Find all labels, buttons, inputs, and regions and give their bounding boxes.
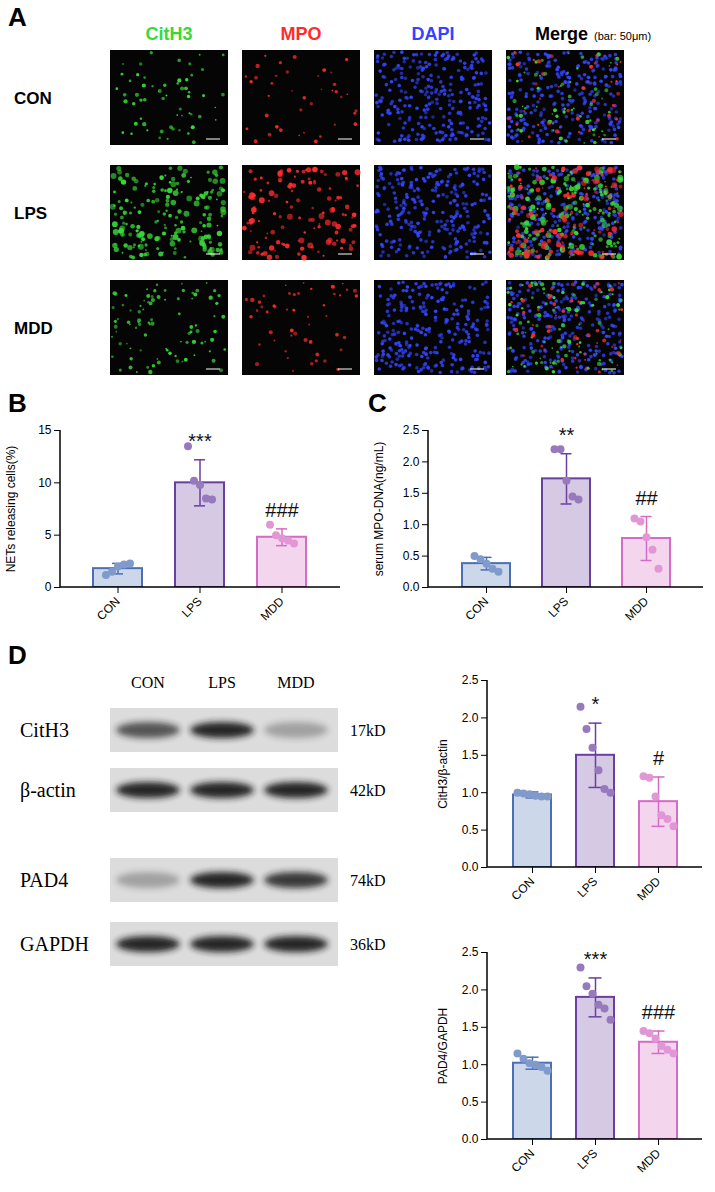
svg-text:CON: CON [509,874,538,903]
svg-text:2.0: 2.0 [462,983,479,997]
svg-text:serum MPO-DNA(ng/mL): serum MPO-DNA(ng/mL) [372,442,386,577]
html-text:D: D [8,640,27,670]
svg-text:PAD4/GAPDH: PAD4/GAPDH [436,1008,450,1084]
svg-text:CON: CON [131,674,165,691]
svg-text:**: ** [559,424,575,446]
svg-text:*: * [592,693,600,715]
svg-text:10: 10 [38,476,52,490]
svg-text:1.0: 1.0 [462,786,479,800]
svg-text:MDD: MDD [622,594,651,623]
svg-text:CitH3: CitH3 [20,719,69,741]
svg-text:1.5: 1.5 [403,486,420,500]
svg-text:5: 5 [45,528,52,542]
svg-text:0.5: 0.5 [403,549,420,563]
svg-text:0.5: 0.5 [462,1095,479,1109]
svg-text:CitH3: CitH3 [145,24,192,44]
svg-text:***: *** [584,948,608,970]
svg-text:***: *** [188,430,212,452]
svg-text:(bar: 50μm): (bar: 50μm) [594,30,651,42]
svg-text:CON: CON [463,594,492,623]
svg-text:CON: CON [94,594,123,623]
svg-text:DAPI: DAPI [411,24,454,44]
html-text:C: C [368,388,387,418]
svg-text:LPS: LPS [14,204,47,223]
svg-text:2.5: 2.5 [462,673,479,687]
svg-text:0.0: 0.0 [462,1132,479,1146]
svg-text:2.5: 2.5 [403,423,420,437]
svg-text:1.5: 1.5 [462,1020,479,1034]
svg-text:MPO: MPO [280,24,321,44]
svg-text:2.0: 2.0 [462,711,479,725]
svg-text:#: # [653,747,665,769]
svg-text:0.0: 0.0 [403,580,420,594]
svg-text:36kD: 36kD [350,936,386,953]
svg-text:2.0: 2.0 [403,455,420,469]
svg-text:CitH3/β-actin: CitH3/β-actin [436,739,450,809]
svg-text:MDD: MDD [14,319,53,338]
svg-text:LPS: LPS [545,594,571,620]
svg-text:1.0: 1.0 [462,1058,479,1072]
svg-text:LPS: LPS [574,1146,600,1172]
svg-text:MDD: MDD [634,1146,663,1175]
svg-text:MDD: MDD [258,594,287,623]
svg-text:17kD: 17kD [350,722,386,739]
svg-text:LPS: LPS [179,594,205,620]
svg-text:0.0: 0.0 [462,860,479,874]
svg-text:LPS: LPS [574,874,600,900]
svg-text:PAD4: PAD4 [20,869,68,891]
svg-text:MDD: MDD [634,874,663,903]
svg-text:##: ## [635,487,658,509]
svg-text:GAPDH: GAPDH [20,933,89,955]
svg-text:74kD: 74kD [350,872,386,889]
svg-text:CON: CON [509,1146,538,1175]
svg-text:0: 0 [45,580,52,594]
svg-text:0.5: 0.5 [462,823,479,837]
svg-text:1.5: 1.5 [462,748,479,762]
html-text:B: B [8,388,27,418]
svg-text:42kD: 42kD [350,782,386,799]
svg-text:###: ### [265,499,299,521]
svg-text:15: 15 [38,423,52,437]
svg-text:LPS: LPS [208,674,236,691]
svg-text:NETs releasing cells(%): NETs releasing cells(%) [4,446,18,573]
html-text:A: A [8,2,27,32]
svg-text:1.0: 1.0 [403,518,420,532]
svg-text:β-actin: β-actin [20,779,76,802]
svg-text:CON: CON [14,89,52,108]
svg-text:Merge: Merge [535,24,588,44]
svg-text:###: ### [642,1001,676,1023]
svg-text:MDD: MDD [277,674,314,691]
svg-text:2.5: 2.5 [462,945,479,959]
